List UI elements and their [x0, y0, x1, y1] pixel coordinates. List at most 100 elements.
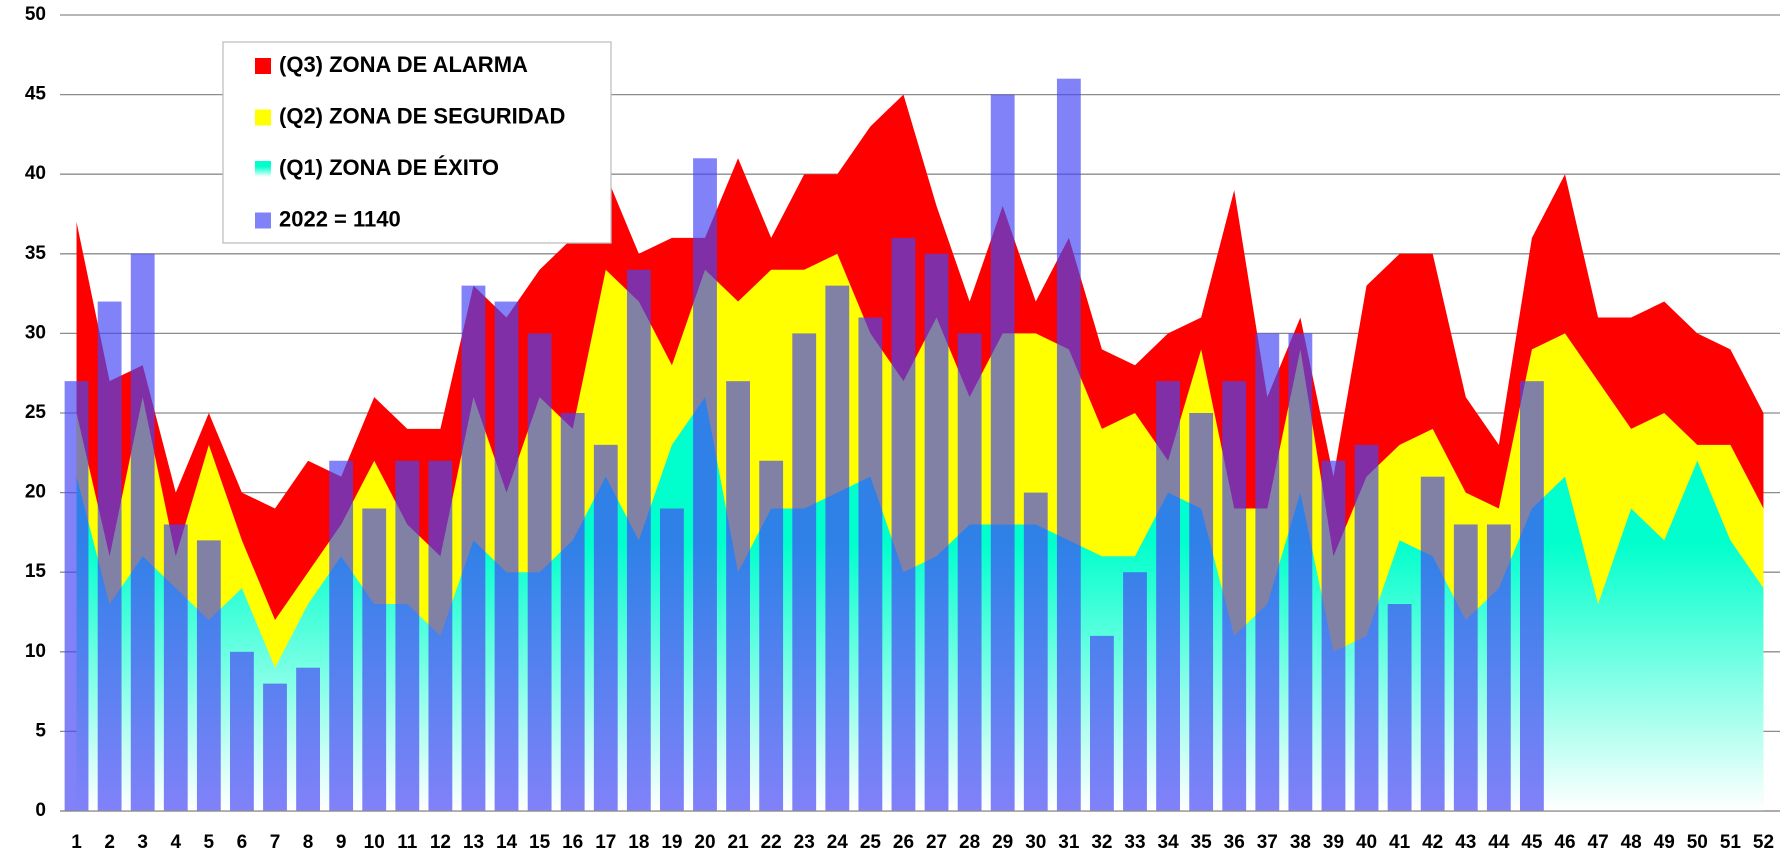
bar: [1420, 476, 1445, 811]
bar: [263, 683, 287, 811]
y-tick-label: 40: [25, 163, 46, 184]
legend-label: (Q3) ZONA DE ALARMA: [279, 52, 528, 77]
x-tick-label: 23: [794, 832, 815, 853]
x-tick-label: 3: [137, 832, 148, 853]
y-tick-label: 10: [25, 641, 46, 662]
x-tick-label: 35: [1191, 832, 1213, 853]
x-tick-label: 49: [1654, 832, 1675, 853]
x-tick-label: 5: [204, 832, 215, 853]
bar: [593, 444, 618, 811]
x-tick-label: 22: [761, 832, 782, 853]
x-tick-label: 41: [1389, 832, 1411, 853]
x-tick-label: 9: [336, 832, 347, 853]
bar: [1387, 604, 1412, 811]
x-tick-label: 40: [1356, 832, 1377, 853]
bar: [362, 508, 387, 811]
x-tick-label: 51: [1720, 832, 1742, 853]
bar: [1123, 572, 1147, 811]
bar: [494, 301, 519, 811]
bar: [990, 94, 1015, 812]
x-tick-label: 24: [827, 832, 849, 853]
bar: [1288, 333, 1313, 811]
x-tick-label: 52: [1753, 832, 1774, 853]
y-tick-label: 0: [35, 800, 46, 821]
bar: [64, 381, 89, 811]
x-tick-label: 44: [1488, 832, 1510, 853]
x-tick-label: 29: [992, 832, 1013, 853]
x-tick-label: 46: [1554, 832, 1575, 853]
y-tick-label: 45: [25, 84, 47, 105]
bar: [891, 237, 916, 811]
x-tick-label: 12: [430, 832, 451, 853]
x-tick-label: 8: [303, 832, 314, 853]
x-tick-label: 13: [463, 832, 484, 853]
bar: [1321, 460, 1346, 811]
bar: [1453, 524, 1478, 811]
x-tick-label: 4: [170, 832, 181, 853]
bar: [97, 301, 122, 811]
x-tick-label: 10: [364, 832, 385, 853]
x-tick-label: 1: [71, 832, 82, 853]
bar: [924, 253, 949, 812]
bar: [196, 540, 221, 811]
x-tick-label: 2: [104, 832, 115, 853]
legend-label: 2022 = 1140: [279, 206, 401, 231]
x-tick-label: 25: [860, 832, 882, 853]
x-tick-label: 19: [661, 832, 682, 853]
bar: [1222, 381, 1247, 811]
legend-swatch: [255, 58, 271, 74]
x-tick-label: 14: [496, 832, 518, 853]
legend-label: (Q1) ZONA DE ÉXITO: [279, 155, 499, 180]
y-tick-label: 50: [25, 4, 46, 25]
bar: [230, 651, 254, 811]
x-tick-label: 37: [1257, 832, 1278, 853]
bar: [130, 253, 155, 812]
bar: [626, 269, 651, 812]
x-tick-label: 43: [1455, 832, 1476, 853]
x-tick-label: 47: [1588, 832, 1609, 853]
bar: [329, 460, 354, 811]
bar: [1056, 78, 1081, 812]
bar: [296, 667, 320, 811]
bar: [1189, 413, 1214, 811]
bar: [1023, 492, 1048, 811]
x-tick-label: 30: [1025, 832, 1046, 853]
x-tick-label: 27: [926, 832, 947, 853]
bar: [1486, 524, 1511, 811]
x-tick-label: 26: [893, 832, 914, 853]
x-tick-label: 42: [1422, 832, 1443, 853]
bar: [660, 508, 684, 811]
bar: [163, 524, 188, 811]
legend-box: [222, 41, 612, 244]
bar: [527, 333, 552, 811]
x-tick-label: 15: [529, 832, 551, 853]
x-tick-label: 33: [1124, 832, 1145, 853]
y-tick-label: 5: [35, 720, 46, 741]
x-tick-label: 38: [1290, 832, 1311, 853]
x-tick-label: 11: [397, 832, 418, 853]
bar: [759, 460, 784, 811]
bar: [428, 460, 453, 811]
x-tick-label: 31: [1058, 832, 1080, 853]
bar: [792, 333, 817, 811]
y-tick-label: 15: [25, 561, 47, 582]
x-tick-label: 20: [694, 832, 715, 853]
bar: [1090, 635, 1114, 811]
bar: [1255, 333, 1280, 811]
x-tick-label: 7: [270, 832, 281, 853]
bar: [461, 285, 486, 811]
y-tick-label: 20: [25, 482, 46, 503]
y-tick-label: 30: [25, 322, 46, 343]
legend-swatch: [255, 161, 271, 177]
x-tick-label: 16: [562, 832, 583, 853]
bar: [1520, 381, 1544, 811]
bar: [560, 413, 585, 811]
bar: [1354, 444, 1379, 811]
legend-swatch: [255, 212, 271, 229]
x-tick-label: 17: [595, 832, 616, 853]
x-tick-label: 45: [1521, 832, 1543, 853]
y-tick-label: 25: [25, 402, 47, 423]
x-tick-label: 6: [237, 832, 248, 853]
bar: [693, 158, 717, 811]
